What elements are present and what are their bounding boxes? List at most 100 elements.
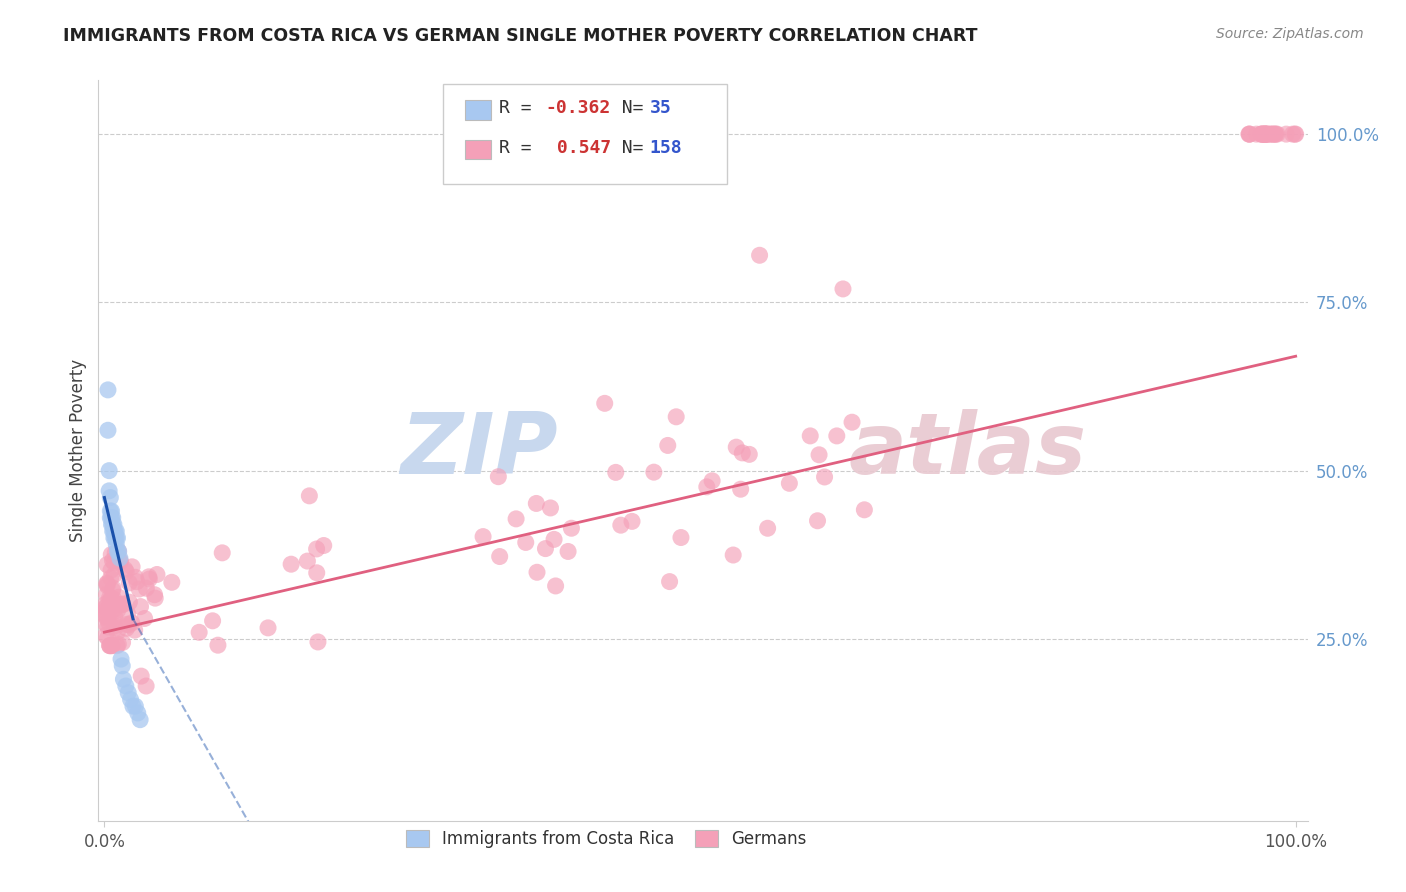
Point [540, 500, 562, 515]
Point [104, 601, 127, 615]
Point [1254, 127, 1277, 141]
Point [486, 469, 509, 483]
Point [1251, 127, 1274, 141]
Point [1239, 127, 1261, 141]
Point [100, 517, 122, 532]
Text: ZIP: ZIP [401, 409, 558, 492]
Point [1254, 127, 1277, 141]
Point [105, 538, 128, 552]
Legend: Immigrants from Costa Rica, Germans: Immigrants from Costa Rica, Germans [398, 822, 815, 856]
Point [1257, 127, 1279, 141]
Point [696, 480, 718, 494]
Point [107, 637, 129, 651]
Point [101, 639, 124, 653]
Point [117, 686, 139, 700]
Point [104, 610, 127, 624]
Point [1251, 127, 1274, 141]
Point [488, 549, 510, 564]
Point [799, 429, 821, 443]
Point [1261, 127, 1284, 141]
Point [107, 598, 129, 612]
Point [1275, 127, 1298, 141]
Point [103, 556, 125, 570]
Point [211, 546, 233, 560]
Point [307, 635, 329, 649]
Point [100, 597, 122, 611]
Point [143, 591, 166, 606]
Point [98, 639, 121, 653]
Point [1246, 127, 1268, 141]
Point [98, 600, 121, 615]
Point [98, 639, 121, 653]
Point [129, 599, 152, 614]
Point [1251, 127, 1274, 141]
Point [1254, 127, 1277, 141]
Point [103, 567, 125, 582]
Point [853, 503, 876, 517]
Point [105, 531, 128, 545]
Point [98, 598, 121, 612]
Point [98, 593, 121, 607]
Point [100, 563, 122, 577]
Point [100, 504, 122, 518]
Point [129, 669, 152, 683]
Point [107, 544, 129, 558]
Point [103, 517, 125, 532]
Point [115, 617, 138, 632]
Point [103, 531, 125, 545]
Y-axis label: Single Mother Poverty: Single Mother Poverty [69, 359, 87, 542]
Point [135, 679, 157, 693]
FancyBboxPatch shape [465, 140, 492, 160]
Point [1263, 127, 1285, 141]
Point [103, 524, 125, 539]
Point [114, 679, 136, 693]
Point [201, 614, 224, 628]
Text: N=: N= [600, 138, 655, 157]
Point [107, 590, 129, 604]
Point [94, 597, 117, 611]
Point [1253, 127, 1275, 141]
Text: IMMIGRANTS FROM COSTA RICA VS GERMAN SINGLE MOTHER POVERTY CORRELATION CHART: IMMIGRANTS FROM COSTA RICA VS GERMAN SIN… [63, 27, 977, 45]
Point [544, 579, 567, 593]
Point [135, 581, 157, 595]
Point [110, 554, 132, 568]
Point [100, 604, 122, 618]
Point [138, 570, 160, 584]
Text: 35: 35 [650, 99, 672, 117]
Text: atlas: atlas [848, 409, 1087, 492]
Point [111, 597, 134, 611]
Point [515, 535, 537, 549]
Point [543, 533, 565, 547]
Point [107, 603, 129, 617]
Point [1284, 127, 1306, 141]
Point [813, 470, 835, 484]
Point [621, 514, 644, 528]
Point [124, 623, 146, 637]
Point [188, 625, 211, 640]
Point [124, 699, 146, 714]
Point [806, 514, 828, 528]
Point [665, 409, 688, 424]
Point [101, 510, 124, 524]
Point [1264, 127, 1286, 141]
Point [105, 625, 128, 640]
Point [105, 524, 128, 539]
Text: N=: N= [600, 99, 655, 117]
Point [104, 524, 127, 539]
Point [721, 548, 744, 562]
Point [526, 566, 548, 580]
Text: R =: R = [499, 99, 543, 117]
Point [125, 574, 148, 589]
FancyBboxPatch shape [443, 84, 727, 184]
Point [98, 491, 121, 505]
FancyBboxPatch shape [465, 100, 492, 120]
Point [98, 639, 121, 653]
Point [1250, 127, 1272, 141]
Point [658, 574, 681, 589]
Point [1256, 127, 1278, 141]
Point [128, 582, 150, 596]
Point [97, 615, 120, 630]
Point [101, 583, 124, 598]
Point [134, 611, 156, 625]
Point [108, 551, 131, 566]
